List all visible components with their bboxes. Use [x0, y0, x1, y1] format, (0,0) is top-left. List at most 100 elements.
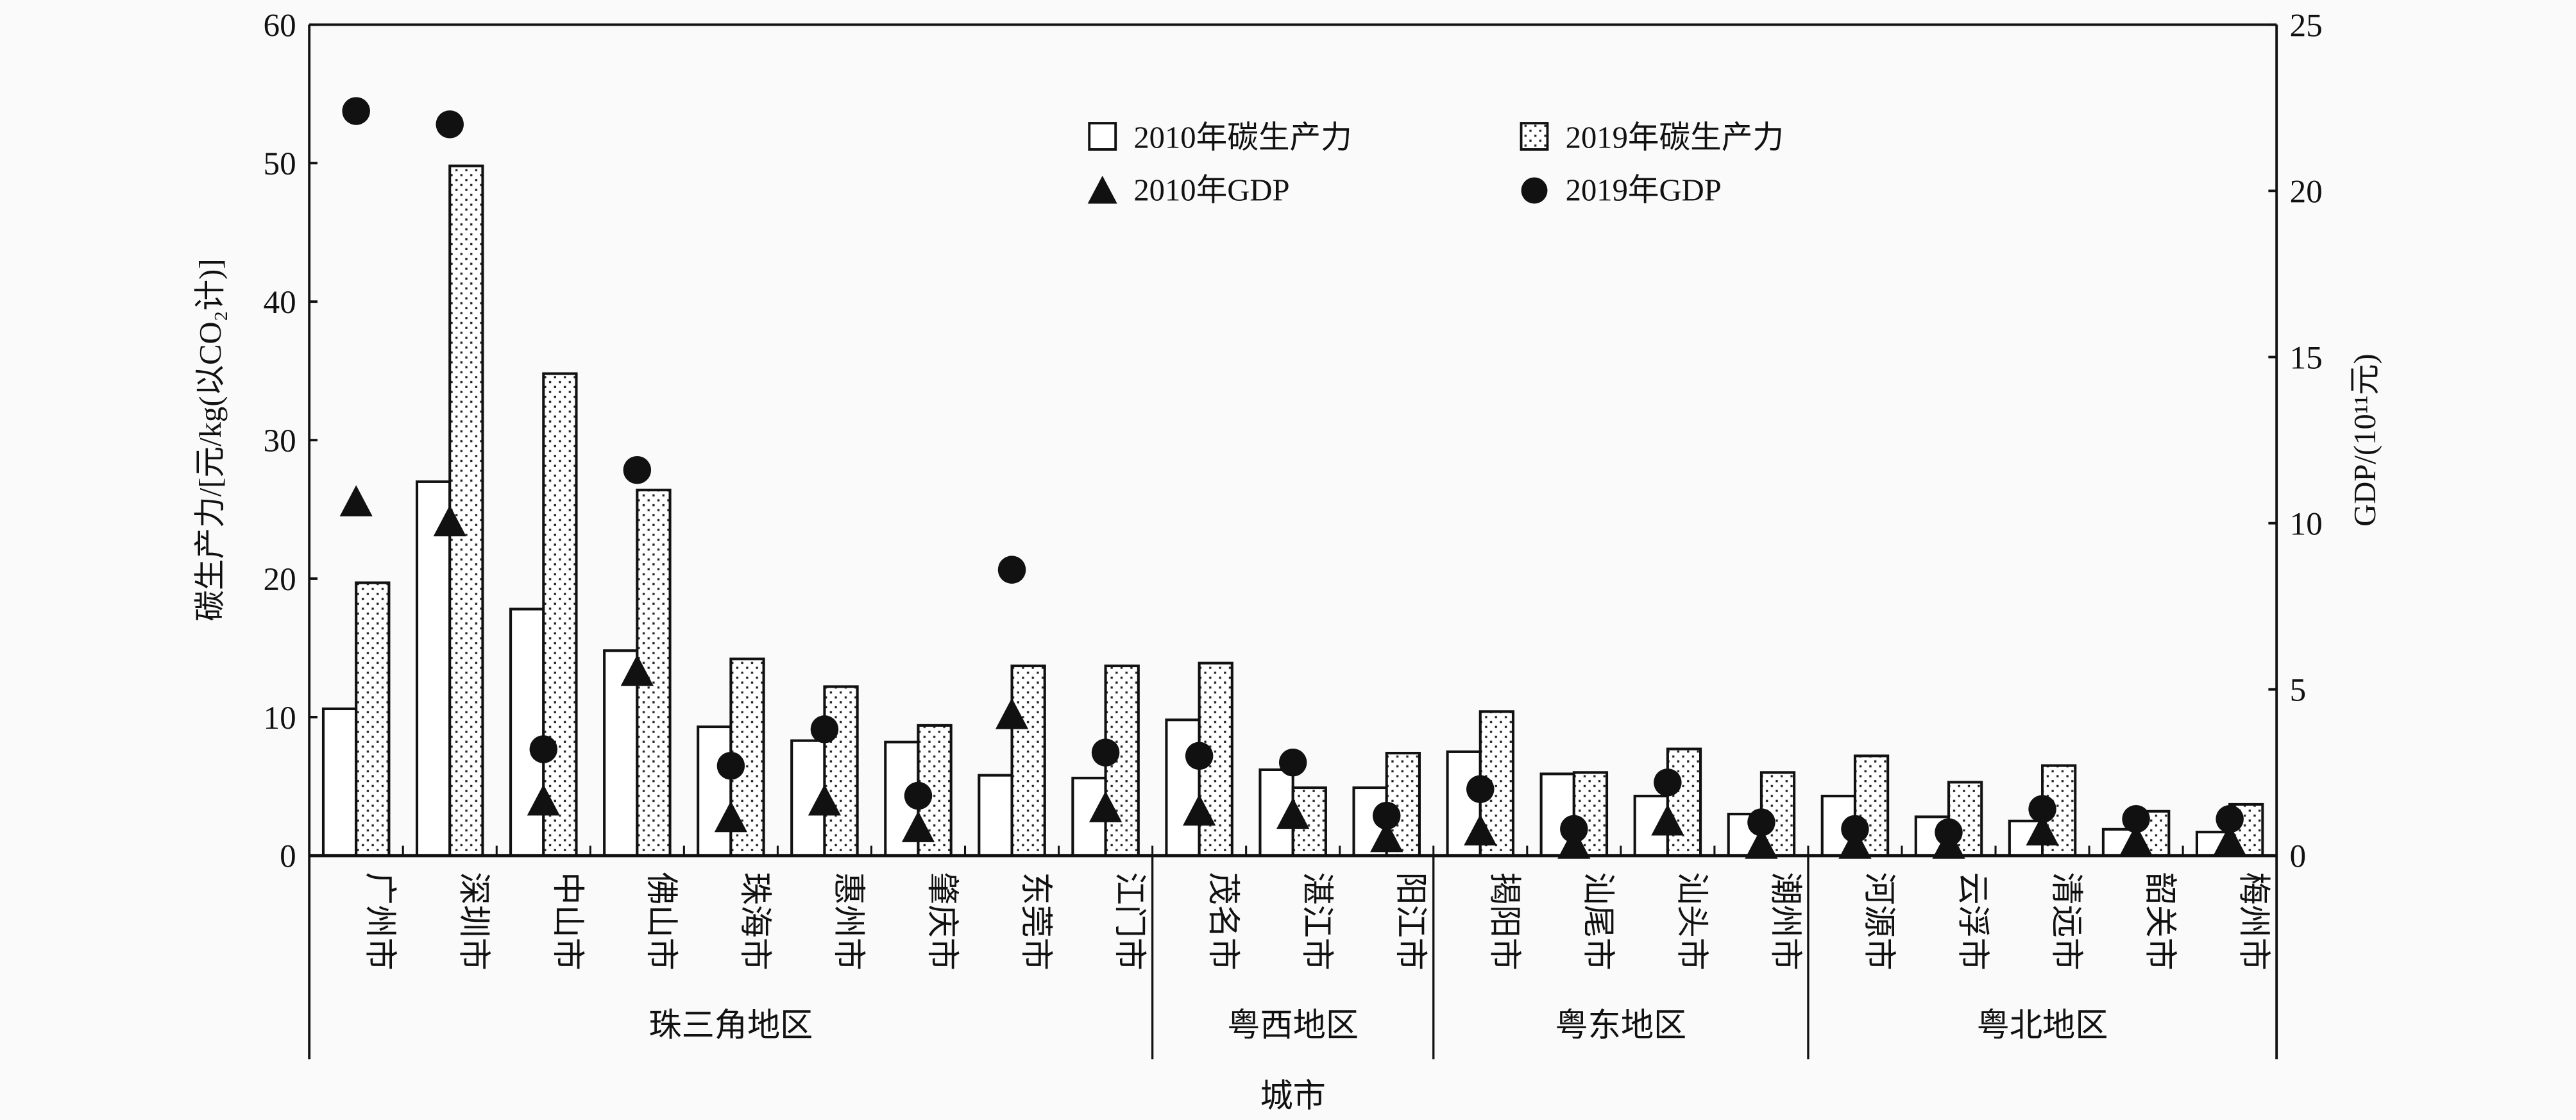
legend-circle-icon: [1521, 177, 1548, 204]
legend-swatch-2019-productivity: [1520, 122, 1549, 151]
y-tick-label-right: 0: [2290, 838, 2307, 875]
bar-2019-productivity: [823, 685, 859, 857]
bar-2010-productivity: [415, 480, 452, 857]
legend: 2010年碳生产力 2019年碳生产力 2010年GDP 2019年GDP: [1087, 120, 1784, 207]
y-tick-label-right: 20: [2290, 173, 2323, 210]
marker-2010-gdp: [901, 811, 935, 842]
x-tick-label: 汕尾市: [1579, 872, 1616, 971]
y-tick-label-left: 10: [264, 700, 296, 736]
x-tick-label: 清远市: [2048, 872, 2085, 971]
y-tick-label-left: 0: [280, 838, 296, 875]
marker-2010-gdp: [1838, 827, 1872, 859]
marker-2010-gdp: [1089, 791, 1123, 822]
marker-2019-gdp: [1935, 818, 1963, 847]
bar-2019-productivity: [1010, 664, 1046, 857]
y-axis-label-left: 碳生产力/[元/kg(以CO₂计)]: [193, 259, 228, 621]
x-tick-label: 佛山市: [643, 872, 679, 971]
marker-2019-gdp: [623, 455, 652, 484]
bar-2019-productivity: [1666, 747, 1702, 857]
legend-label-2019-productivity: 2019年碳生产力: [1566, 120, 1784, 155]
marker-2019-gdp: [436, 110, 464, 139]
x-tick-label: 惠州市: [830, 872, 867, 971]
marker-2010-gdp: [808, 784, 842, 816]
marker-2010-gdp: [2026, 814, 2059, 846]
x-tick-label: 肇庆市: [924, 872, 960, 971]
legend-swatch-2010-productivity: [1088, 122, 1117, 151]
y-tick-label-right: 25: [2290, 7, 2323, 44]
marker-2019-gdp: [1747, 808, 1775, 836]
marker-2019-gdp: [1278, 748, 1307, 777]
x-tick-label: 广州市: [362, 872, 398, 971]
marker-2019-gdp: [2028, 795, 2056, 824]
marker-2019-gdp: [1185, 742, 1214, 770]
x-tick-label: 汕头市: [1673, 872, 1709, 971]
marker-2010-gdp: [527, 784, 560, 816]
legend-label-2010-productivity: 2010年碳生产力: [1133, 120, 1352, 155]
marker-2019-gdp: [1466, 775, 1495, 803]
bar-2019-productivity: [542, 372, 578, 857]
y-tick-label-left: 60: [264, 7, 296, 44]
marker-2010-gdp: [1370, 820, 1403, 853]
marker-2010-gdp: [1557, 827, 1591, 859]
bar-2010-productivity: [1165, 718, 1201, 857]
marker-2010-gdp: [1464, 814, 1497, 846]
marker-2010-gdp: [339, 485, 373, 517]
marker-2010-gdp: [995, 698, 1029, 729]
bar-2010-productivity: [321, 707, 358, 857]
bar-2010-productivity: [697, 725, 733, 857]
marker-2010-gdp: [2213, 824, 2246, 856]
marker-2019-gdp: [2216, 805, 2244, 833]
x-tick-label: 阳江市: [1392, 872, 1428, 971]
legend-label-2019-gdp: 2019年GDP: [1566, 173, 1722, 207]
region-label: 粤北地区: [1977, 1007, 2108, 1044]
marker-2010-gdp: [1183, 794, 1216, 826]
x-tick-label: 江门市: [1111, 872, 1148, 971]
bar-2010-productivity: [978, 774, 1013, 857]
marker-2010-gdp: [1651, 804, 1684, 836]
marker-2019-gdp: [1372, 801, 1401, 830]
marker-2010-gdp: [1276, 797, 1310, 829]
marker-2019-gdp: [1841, 815, 1869, 844]
x-tick-label: 珠海市: [736, 872, 773, 971]
x-tick-label: 深圳市: [455, 872, 492, 971]
marker-2010-gdp: [620, 654, 654, 686]
x-tick-label: 东莞市: [1017, 872, 1054, 971]
bar-2019-productivity: [448, 164, 484, 857]
marker-2010-gdp: [2119, 824, 2153, 856]
marker-2019-gdp: [810, 715, 839, 743]
marker-2019-gdp: [529, 735, 558, 763]
marker-2019-gdp: [2122, 805, 2150, 833]
marker-2010-gdp: [1745, 827, 1778, 859]
x-tick-label: 中山市: [549, 872, 586, 971]
y-tick-label-left: 40: [264, 284, 296, 321]
x-tick-label: 潮州市: [1767, 872, 1803, 971]
x-tick-label: 茂名市: [1205, 872, 1241, 971]
y-tick-label-left: 30: [264, 423, 296, 459]
marker-2019-gdp: [1560, 815, 1588, 844]
legend-label-2010-gdp: 2010年GDP: [1133, 173, 1289, 207]
region-label: 粤东地区: [1555, 1007, 1686, 1044]
x-axis-label: 城市: [1260, 1078, 1325, 1115]
x-tick-label: 梅州市: [2235, 872, 2272, 971]
x-tick-label: 云浮市: [1954, 872, 1991, 971]
marker-2010-gdp: [433, 505, 466, 537]
region-label: 珠三角地区: [648, 1007, 813, 1044]
y-tick-label-right: 5: [2290, 672, 2307, 709]
x-tick-label: 河源市: [1860, 872, 1897, 971]
bar-2019-productivity: [355, 581, 391, 857]
y-tick-label-left: 20: [264, 561, 296, 598]
marker-2019-gdp: [904, 781, 933, 810]
marker-2019-gdp: [1091, 738, 1120, 767]
y-axis-label-right: GDP/(10¹¹元): [2348, 353, 2382, 527]
marker-2019-gdp: [997, 556, 1026, 584]
marker-2019-gdp: [342, 97, 370, 125]
y-tick-label-left: 50: [264, 146, 296, 182]
region-label: 粤西地区: [1227, 1007, 1359, 1044]
y-tick-label-right: 10: [2290, 506, 2323, 543]
x-tick-label: 揭阳市: [1486, 872, 1522, 971]
legend-triangle-icon: [1087, 175, 1117, 204]
x-tick-label: 湛江市: [1298, 872, 1335, 971]
marker-2019-gdp: [1654, 768, 1682, 797]
x-tick-label: 韶关市: [2142, 872, 2178, 971]
